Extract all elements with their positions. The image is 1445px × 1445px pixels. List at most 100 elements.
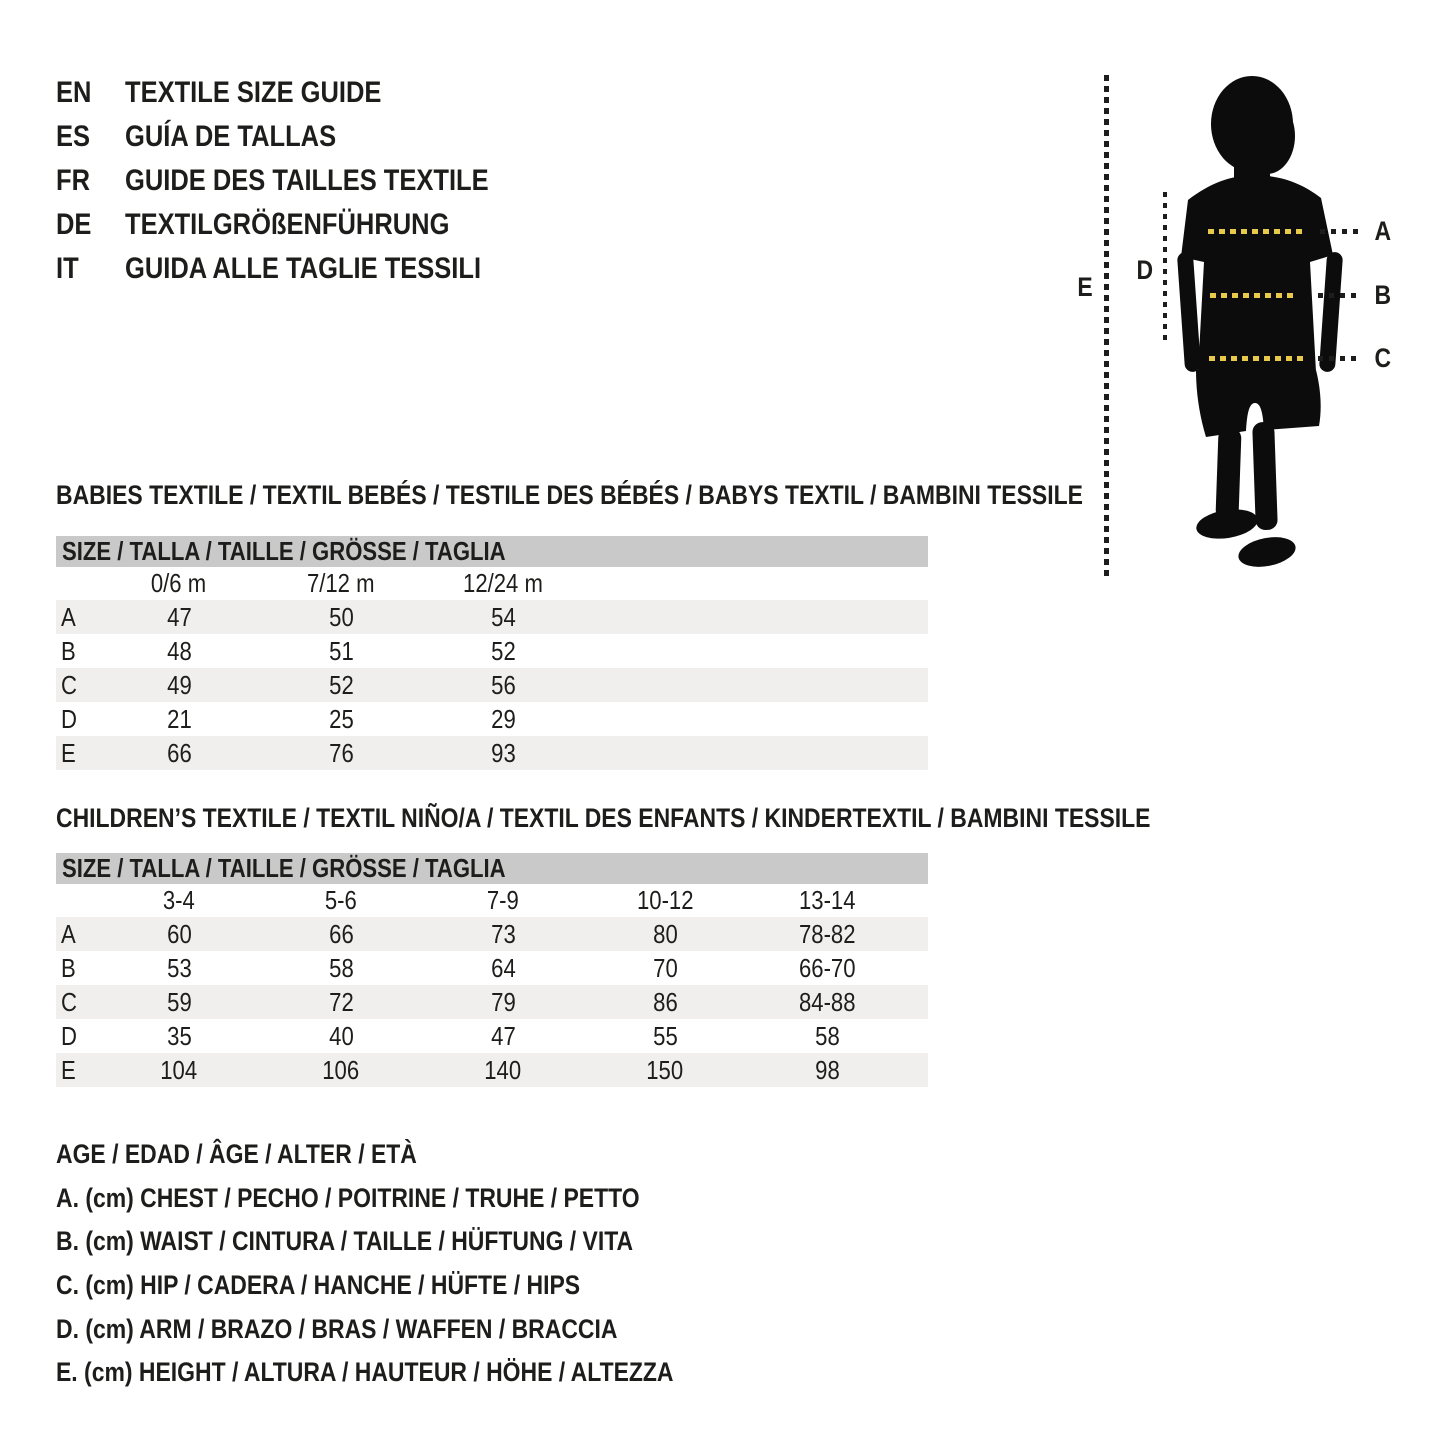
- child-silhouette: [1177, 76, 1343, 567]
- row-label: A: [61, 602, 76, 632]
- table-row: B 48 51 52: [56, 634, 928, 668]
- measure-label-a: A: [1374, 216, 1392, 246]
- measure-label-e: E: [1077, 272, 1093, 302]
- language-row-fr: FR GUIDE DES TAILLES TEXTILE: [56, 159, 553, 203]
- table-cell: 54: [490, 602, 516, 632]
- hip-measure-line-c-outer: [1318, 356, 1360, 361]
- language-title: GUIDE DES TAILLES TEXTILE: [125, 164, 489, 197]
- table-cell: 73: [490, 919, 516, 949]
- silhouette-right-shoe: [1238, 537, 1296, 567]
- language-title-list: EN TEXTILE SIZE GUIDE ES GUÍA DE TALLAS …: [56, 71, 553, 291]
- silhouette-left-arm: [1177, 252, 1201, 372]
- table-cell: 52: [490, 636, 516, 666]
- measure-label-b: B: [1374, 280, 1392, 310]
- row-label: C: [61, 670, 77, 700]
- table-cell: 58: [328, 953, 354, 983]
- babies-column-header-row: 0/6 m 7/12 m 12/24 m: [56, 567, 928, 600]
- language-row-en: EN TEXTILE SIZE GUIDE: [56, 71, 553, 115]
- table-row: E 104 106 140 150 98: [56, 1053, 928, 1087]
- chest-measure-line-a-outer: [1320, 229, 1362, 234]
- row-label: A: [61, 919, 76, 949]
- table-row: C 49 52 56: [56, 668, 928, 702]
- table-cell: 140: [484, 1055, 522, 1085]
- table-cell: 35: [166, 1021, 192, 1051]
- babies-section-title: BABIES TEXTILE / TEXTIL BEBÉS / TESTILE …: [56, 480, 1083, 510]
- table-cell: 93: [490, 738, 516, 768]
- height-measure-line-e: [1104, 75, 1109, 578]
- language-row-de: DE TEXTILGRÖßENFÜHRUNG: [56, 203, 553, 247]
- waist-measure-line-b-outer: [1318, 293, 1360, 298]
- language-row-it: IT GUIDA ALLE TAGLIE TESSILI: [56, 247, 553, 291]
- table-cell: 66: [166, 738, 192, 768]
- language-code: IT: [56, 252, 79, 285]
- table-cell: 86: [652, 987, 678, 1017]
- table-cell: 50: [328, 602, 354, 632]
- row-label: E: [61, 738, 76, 768]
- silhouette-right-leg: [1252, 421, 1278, 531]
- silhouette-left-leg: [1215, 427, 1242, 521]
- table-row: D 35 40 47 55 58: [56, 1019, 928, 1053]
- legend-line-waist: B. (cm) WAIST / CINTURA / TAILLE / HÜFTU…: [56, 1226, 634, 1257]
- language-code: ES: [56, 120, 91, 153]
- legend-line-height: E. (cm) HEIGHT / ALTURA / HAUTEUR / HÖHE…: [56, 1357, 674, 1388]
- measure-label-c: C: [1374, 343, 1392, 373]
- table-cell: 59: [166, 987, 192, 1017]
- legend-line-age: AGE / EDAD / ÂGE / ALTER / ETÀ: [56, 1139, 417, 1169]
- table-cell: 66: [328, 919, 354, 949]
- hip-measure-line-c-inner: [1209, 356, 1304, 361]
- table-cell: 29: [490, 704, 516, 734]
- row-label: D: [61, 704, 77, 734]
- arm-measure-line-d: [1163, 192, 1167, 345]
- children-column-header-row: 3-4 5-6 7-9 10-12 13-14: [56, 884, 928, 917]
- language-row-es: ES GUÍA DE TALLAS: [56, 115, 553, 159]
- language-title: GUÍA DE TALLAS: [125, 120, 337, 153]
- table-cell: 47: [166, 602, 192, 632]
- column-header: 13-14: [798, 885, 856, 915]
- table-cell: 58: [814, 1021, 840, 1051]
- table-cell: 78-82: [798, 919, 856, 949]
- table-row: C 59 72 79 86 84-88: [56, 985, 928, 1019]
- row-label: C: [61, 987, 77, 1017]
- silhouette-right-arm: [1319, 252, 1343, 372]
- row-label: B: [61, 636, 76, 666]
- waist-measure-line-b-inner: [1210, 293, 1298, 298]
- table-row: E 66 76 93: [56, 736, 928, 770]
- table-cell: 72: [328, 987, 354, 1017]
- measure-label-d: D: [1136, 255, 1154, 285]
- language-title: GUIDA ALLE TAGLIE TESSILI: [125, 252, 482, 285]
- language-title: TEXTILGRÖßENFÜHRUNG: [125, 208, 450, 241]
- column-header: 7/12 m: [307, 568, 375, 598]
- table-row: A 47 50 54: [56, 600, 928, 634]
- babies-size-table: SIZE / TALLA / TAILLE / GRÖSSE / TAGLIA …: [56, 536, 928, 770]
- babies-size-header-bar: SIZE / TALLA / TAILLE / GRÖSSE / TAGLIA: [56, 536, 928, 567]
- column-header: 3-4: [163, 885, 195, 915]
- spacer-cell: [56, 884, 98, 917]
- row-label: D: [61, 1021, 77, 1051]
- table-cell: 84-88: [798, 987, 856, 1017]
- chest-measure-line-a-inner: [1208, 229, 1305, 234]
- table-cell: 79: [490, 987, 516, 1017]
- table-cell: 53: [166, 953, 192, 983]
- table-cell: 106: [322, 1055, 360, 1085]
- row-label: E: [61, 1055, 76, 1085]
- table-cell: 104: [160, 1055, 198, 1085]
- table-cell: 48: [166, 636, 192, 666]
- column-header: 5-6: [325, 885, 357, 915]
- table-cell: 76: [328, 738, 354, 768]
- table-cell: 60: [166, 919, 192, 949]
- children-section-title: CHILDREN’S TEXTILE / TEXTIL NIÑO/A / TEX…: [56, 803, 1151, 833]
- table-cell: 80: [652, 919, 678, 949]
- table-cell: 64: [490, 953, 516, 983]
- children-size-table: SIZE / TALLA / TAILLE / GRÖSSE / TAGLIA …: [56, 853, 928, 1087]
- table-cell: 150: [646, 1055, 684, 1085]
- language-code: DE: [56, 208, 92, 241]
- table-cell: 52: [328, 670, 354, 700]
- measurement-legend: AGE / EDAD / ÂGE / ALTER / ETÀ A. (cm) C…: [56, 1133, 782, 1395]
- column-header: 12/24 m: [463, 568, 543, 598]
- language-code: EN: [56, 76, 92, 109]
- column-header: 0/6 m: [151, 568, 207, 598]
- column-header: 7-9: [487, 885, 519, 915]
- spacer-cell: [56, 567, 98, 600]
- table-cell: 70: [652, 953, 678, 983]
- table-cell: 56: [490, 670, 516, 700]
